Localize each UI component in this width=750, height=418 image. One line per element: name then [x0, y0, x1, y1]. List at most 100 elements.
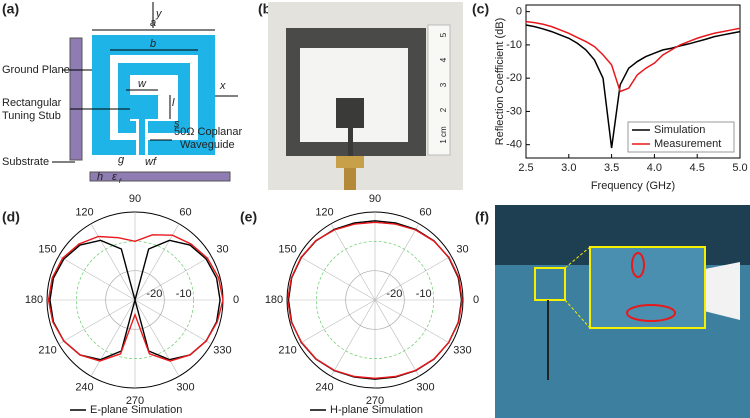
theta-tick-label: 300 — [176, 381, 194, 393]
substrate-side — [69, 37, 83, 161]
x-axis-label: Frequency (GHz) — [591, 180, 675, 192]
panel-label: (e) — [240, 209, 257, 225]
connector — [336, 156, 364, 168]
antenna-diagram: y x a b w l s g wf Ground Plane Rectangu… — [2, 2, 242, 185]
grid-ring — [315, 240, 435, 360]
dim-label: g — [118, 154, 125, 166]
series-line — [525, 20, 741, 93]
x-tick-label: 2.5 — [518, 162, 533, 174]
spoke — [90, 299, 136, 377]
x-tick-label: 3.5 — [604, 162, 619, 174]
theta-tick-label: 30 — [216, 243, 228, 255]
dim-label: wf — [145, 156, 157, 168]
ruler-label: 3 — [439, 82, 448, 87]
spoke — [374, 255, 452, 301]
horn — [700, 262, 740, 320]
panel-label: (f) — [475, 209, 489, 225]
theta-tick-label: 120 — [75, 206, 93, 218]
spoke — [374, 299, 420, 377]
y-tick-label: -10 — [506, 39, 522, 51]
x-tick-label: 5.0 — [732, 162, 747, 174]
theta-tick-label: 150 — [38, 243, 56, 255]
theta-tick-label: 330 — [453, 344, 471, 356]
ruler-label: 5 — [439, 32, 448, 37]
r-tick-label: -10 — [416, 288, 432, 300]
legend-label: H-plane Simulation — [330, 404, 423, 416]
zoom-line — [564, 299, 591, 329]
axis-label: y — [155, 8, 163, 20]
highlight — [631, 252, 645, 278]
dim-label: h — [97, 171, 103, 183]
panel-label: (a) — [2, 1, 19, 17]
theta-tick-label: 240 — [75, 381, 93, 393]
plot-frame — [525, 4, 741, 159]
dim-label: l — [172, 97, 175, 109]
antenna-photo — [268, 2, 463, 190]
spoke — [330, 223, 376, 301]
connector — [344, 168, 356, 190]
zoom-line — [564, 246, 591, 269]
ruler — [427, 24, 451, 156]
stub — [336, 98, 364, 128]
dim-label: ε — [112, 171, 117, 183]
legend-label: E-plane Simulation — [90, 404, 182, 416]
axis-label: x — [219, 80, 226, 92]
legend-label: E-plane Measurement — [90, 417, 198, 418]
dim-label: w — [138, 78, 147, 90]
spoke — [58, 255, 136, 301]
dim-label: a — [150, 17, 156, 29]
spoke — [374, 223, 420, 301]
series-line — [286, 221, 463, 380]
panel-label: (c) — [472, 1, 489, 17]
legend-label: Simulation — [654, 124, 705, 136]
theta-tick-label: 60 — [419, 206, 431, 218]
zoom-inset — [589, 246, 706, 329]
theta-tick-label: 330 — [213, 344, 231, 356]
x-tick-label: 4.0 — [647, 162, 662, 174]
highlight — [626, 304, 676, 322]
x-tick-label: 4.5 — [690, 162, 705, 174]
theta-tick-label: 210 — [278, 344, 296, 356]
y-tick-label: 0 — [516, 6, 522, 18]
zoom-box — [534, 267, 566, 301]
theta-tick-label: 150 — [278, 243, 296, 255]
series-line — [49, 239, 221, 361]
feed — [348, 128, 353, 156]
theta-tick-label: 90 — [129, 193, 141, 205]
theta-tick-label: 90 — [369, 193, 381, 205]
ruler-label: 2 — [439, 107, 448, 112]
ruler-label: 1 cm — [439, 126, 448, 144]
callout: Tuning Stub — [2, 110, 61, 122]
callout: 50Ω Coplanar — [174, 126, 242, 138]
dim-label: r — [119, 176, 122, 185]
spoke — [134, 223, 180, 301]
series-line — [47, 234, 224, 362]
callout: Rectangular — [2, 97, 62, 109]
r-tick-label: -10 — [176, 288, 192, 300]
callout: Ground Plane — [2, 64, 70, 76]
spoke — [90, 223, 136, 301]
legend-label: H-plane Measurement — [330, 417, 439, 418]
theta-tick-label: 270 — [126, 395, 144, 407]
spoke — [134, 255, 212, 301]
theta-tick-label: 240 — [315, 381, 333, 393]
spoke — [58, 299, 136, 345]
dim-label: b — [150, 38, 156, 50]
theta-tick-label: 0 — [233, 294, 239, 306]
theta-tick-label: 120 — [315, 206, 333, 218]
x-tick-label: 3.0 — [561, 162, 576, 174]
series-line — [525, 24, 741, 149]
dim-label: s — [174, 118, 180, 130]
legend-label: Measurement — [654, 138, 721, 150]
theta-tick-label: 180 — [25, 294, 43, 306]
callout: Waveguide — [180, 139, 235, 151]
ruler-label: 4 — [439, 57, 448, 62]
substrate-bottom — [89, 171, 231, 182]
theta-tick-label: 300 — [416, 381, 434, 393]
theta-tick-label: 180 — [265, 294, 283, 306]
r-tick-label: -20 — [386, 288, 402, 300]
tuning-stub — [126, 95, 158, 119]
y-tick-label: -40 — [506, 139, 522, 151]
